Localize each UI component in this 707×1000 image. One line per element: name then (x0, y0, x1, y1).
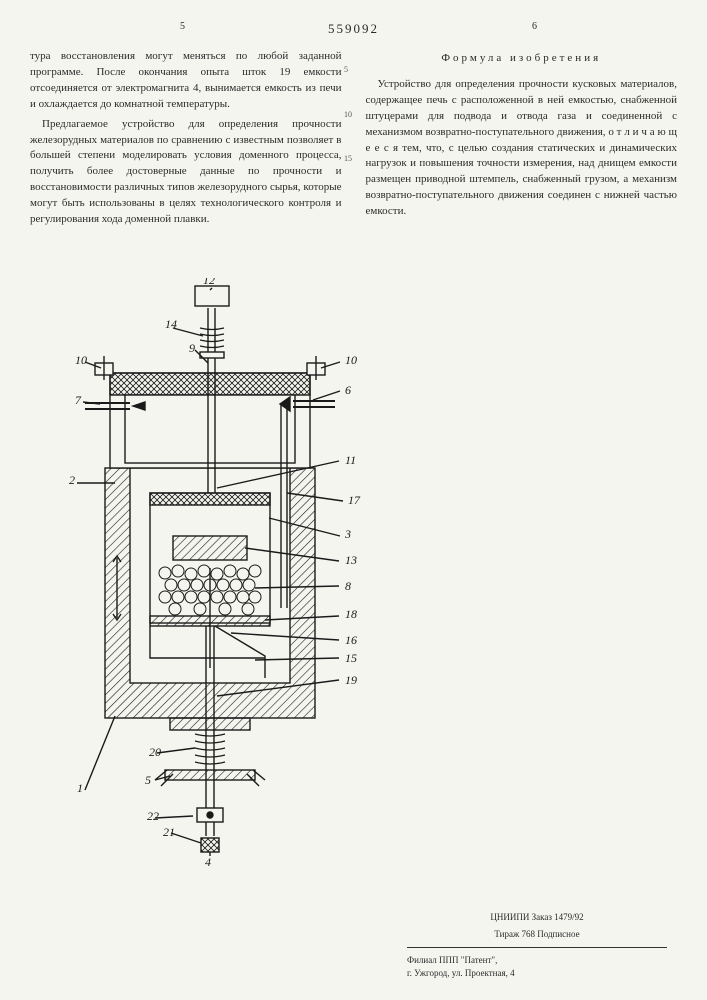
svg-text:13: 13 (345, 553, 357, 567)
svg-text:18: 18 (345, 607, 357, 621)
footer-branch: Филиал ППП "Патент", (407, 954, 667, 967)
svg-text:3: 3 (344, 527, 351, 541)
line-marker: 5 (344, 64, 352, 76)
svg-text:11: 11 (345, 453, 356, 467)
line-marker: 15 (344, 153, 352, 165)
svg-text:7: 7 (75, 393, 82, 407)
svg-text:21: 21 (163, 825, 175, 839)
footer-tirage: Тираж 768 Подписное (407, 928, 667, 941)
svg-text:2: 2 (69, 473, 75, 487)
patent-diagram: 1 2 3 4 5 6 7 8 9 10 10 11 12 13 14 15 1… (55, 278, 385, 868)
left-column: тура восстановления могут меняться по лю… (30, 49, 342, 232)
svg-text:6: 6 (345, 383, 351, 397)
svg-text:10: 10 (75, 353, 87, 367)
text-columns: тура восстановления могут меняться по лю… (30, 49, 677, 232)
svg-text:20: 20 (149, 745, 161, 759)
svg-text:4: 4 (205, 855, 211, 868)
svg-text:19: 19 (345, 673, 357, 687)
svg-text:8: 8 (345, 579, 351, 593)
svg-text:16: 16 (345, 633, 357, 647)
left-para-2: Предлагаемое устройство для определения … (30, 117, 342, 229)
footer-divider (407, 947, 667, 948)
formula-title: Формула изобретения (366, 51, 678, 67)
svg-text:9: 9 (189, 341, 195, 355)
left-para-1: тура восстановления могут меняться по лю… (30, 49, 342, 113)
column-number-right: 6 (532, 20, 537, 35)
right-column: Формула изобретения Устройство для опред… (366, 49, 678, 232)
svg-text:1: 1 (77, 781, 83, 795)
footer-order: ЦНИИПИ Заказ 1479/92 (407, 911, 667, 924)
svg-text:15: 15 (345, 651, 357, 665)
svg-text:14: 14 (165, 317, 177, 331)
svg-text:17: 17 (348, 493, 361, 507)
column-number-left: 5 (180, 20, 185, 35)
svg-text:10: 10 (345, 353, 357, 367)
svg-text:5: 5 (145, 773, 151, 787)
line-marker: 10 (344, 109, 352, 121)
patent-number: 559092 (30, 20, 677, 39)
right-para-1: Устройство для определения прочности кус… (366, 77, 678, 220)
line-numbers: 5 10 15 (344, 64, 352, 165)
svg-text:12: 12 (203, 278, 215, 287)
svg-text:22: 22 (147, 809, 159, 823)
footer-address: г. Ужгород, ул. Проектная, 4 (407, 967, 667, 980)
footer: ЦНИИПИ Заказ 1479/92 Тираж 768 Подписное… (407, 911, 667, 980)
